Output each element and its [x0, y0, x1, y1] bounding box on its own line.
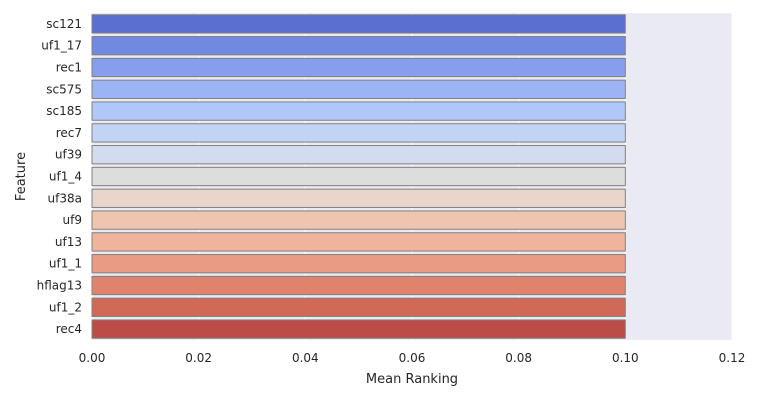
bar-rec4	[91, 319, 626, 339]
bar-uf13	[91, 232, 626, 252]
bar-sc575	[91, 79, 626, 99]
bar-sc121	[91, 14, 626, 34]
y-tick-label: rec4	[56, 322, 82, 336]
bar-rec7	[91, 123, 626, 143]
bar-hflag13	[91, 275, 626, 296]
x-tick-label: 0.08	[505, 351, 532, 365]
bars	[91, 14, 626, 339]
y-tick-label: sc575	[46, 82, 82, 96]
x-tick-label: 0.04	[292, 351, 319, 365]
y-tick-label: uf1_1	[49, 257, 82, 271]
x-tick-label: 0.06	[399, 351, 426, 365]
x-tick-labels: 0.00 0.02 0.04 0.06 0.08 0.10 0.12	[79, 351, 746, 365]
x-tick-label: 0.12	[719, 351, 746, 365]
y-tick-label: rec1	[56, 61, 82, 75]
bar-uf1_1	[91, 254, 626, 274]
y-tick-label: uf1_2	[49, 300, 82, 314]
bar-uf1_4	[91, 166, 626, 187]
y-axis-label: Feature	[14, 152, 29, 201]
bar-uf39	[91, 145, 626, 165]
bar-uf9	[91, 210, 626, 230]
bar-rec1	[91, 57, 626, 78]
bar-uf1_2	[91, 297, 626, 317]
x-tick-label: 0.00	[79, 351, 106, 365]
y-tick-labels: sc121 uf1_17 rec1 sc575 sc185 rec7 uf39 uf1_4uf…	[37, 17, 82, 336]
y-tick-label: uf13	[55, 235, 82, 249]
bar-uf1_17	[91, 36, 626, 56]
y-tick-label: sc185	[46, 104, 82, 118]
y-tick-label: uf1_17	[41, 39, 82, 53]
y-tick-label: hflag13	[37, 279, 82, 293]
bar-uf38a	[91, 188, 626, 208]
y-tick-label: uf1_4	[49, 170, 82, 184]
y-tick-label: rec7	[56, 126, 82, 140]
y-tick-label: uf39	[55, 148, 82, 162]
bar-sc185	[91, 101, 626, 121]
x-axis-label: Mean Ranking	[366, 372, 458, 387]
y-tick-label: uf9	[63, 213, 82, 227]
x-tick-label: 0.02	[185, 351, 212, 365]
y-tick-label: sc121	[46, 17, 82, 31]
y-tick-label: uf38a	[48, 191, 82, 205]
x-tick-label: 0.10	[612, 351, 639, 365]
